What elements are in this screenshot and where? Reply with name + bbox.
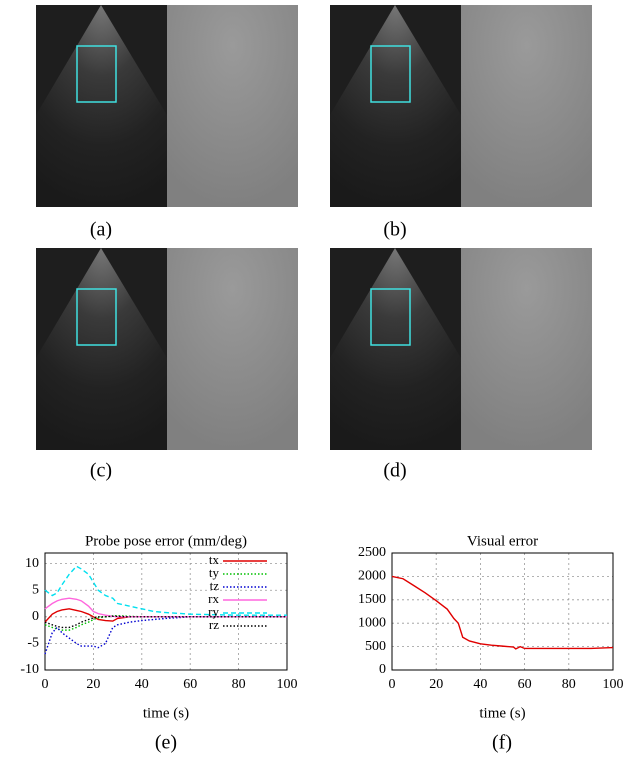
panel-label: (b): [383, 219, 406, 241]
panel-label: (c): [90, 460, 112, 482]
data-line: [44, 615, 287, 629]
x-tick-label: 0: [42, 677, 49, 692]
ultrasound-image: [329, 247, 593, 451]
y-tick-label: 1000: [358, 615, 386, 630]
x-tick-label: 100: [277, 677, 298, 692]
chart-title: Visual error: [467, 533, 538, 549]
plot-frame: [44, 552, 288, 671]
data-line: [391, 575, 614, 650]
x-tick-label: 60: [518, 677, 532, 692]
panel-label: (e): [155, 732, 177, 754]
x-tick-label: 20: [86, 677, 100, 692]
x-tick-label: 20: [429, 677, 443, 692]
legend-label: tx: [209, 552, 220, 567]
y-tick-label: 5: [32, 582, 39, 597]
x-tick-label: 100: [603, 677, 624, 692]
panel-label: (a): [90, 219, 112, 241]
x-tick-label: 80: [562, 677, 576, 692]
legend-label: tz: [210, 578, 220, 593]
y-tick-label: 2500: [358, 545, 386, 560]
panel-label: (d): [383, 460, 406, 482]
legend-label: ry: [208, 604, 219, 619]
plot-frame: [391, 552, 614, 671]
ultrasound-image: [329, 4, 593, 208]
x-tick-label: 60: [183, 677, 197, 692]
x-tick-label: 40: [135, 677, 149, 692]
ultrasound-image: [35, 247, 299, 451]
legend-label: rx: [208, 591, 219, 606]
data-line: [44, 616, 287, 655]
y-tick-label: 500: [365, 639, 386, 654]
y-tick-label: -10: [20, 662, 39, 677]
y-tick-label: 0: [379, 662, 386, 677]
x-tick-label: 80: [232, 677, 246, 692]
chart-title: Probe pose error (mm/deg): [85, 533, 247, 549]
ultrasound-image: [35, 4, 299, 208]
y-tick-label: 1500: [358, 592, 386, 607]
x-axis-label: time (s): [479, 705, 525, 721]
data-line: [44, 597, 287, 618]
x-axis-label: time (s): [143, 705, 189, 721]
x-tick-label: 40: [473, 677, 487, 692]
data-line: [44, 608, 287, 623]
panel-label: (f): [492, 732, 512, 754]
x-tick-label: 0: [389, 677, 396, 692]
data-line: [44, 565, 287, 616]
y-tick-label: 0: [32, 609, 39, 624]
y-tick-label: -5: [27, 636, 39, 651]
legend-label: ty: [209, 565, 220, 580]
y-tick-label: 2000: [358, 569, 386, 584]
legend-label: rz: [209, 617, 219, 632]
y-tick-label: 10: [25, 556, 39, 571]
